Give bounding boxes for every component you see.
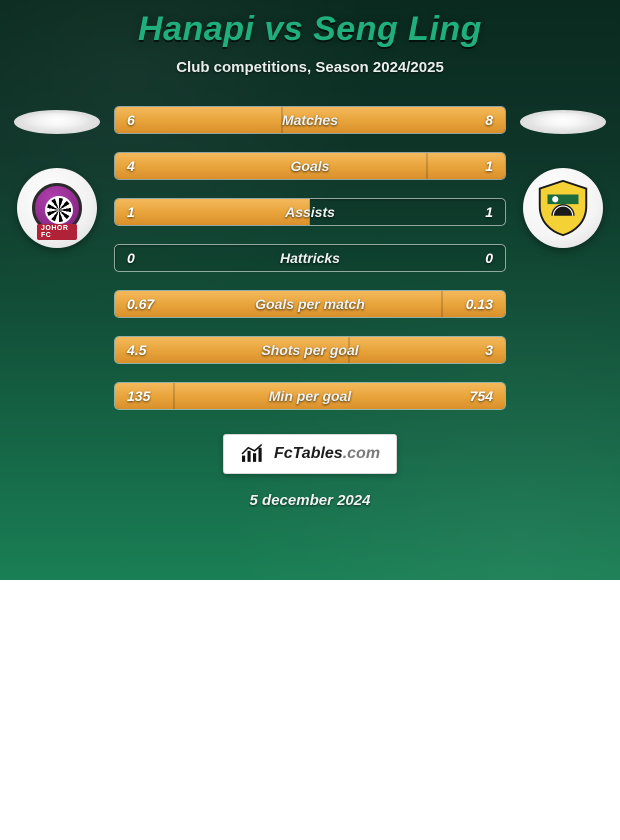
title: Hanapi vs Seng Ling <box>138 10 482 49</box>
stat-fill-left <box>115 199 310 225</box>
stat-value-left: 0.67 <box>127 296 154 312</box>
stat-value-right: 1 <box>485 158 493 174</box>
comparison-card: Hanapi vs Seng Ling Club competitions, S… <box>0 0 620 580</box>
left-column: JOHOR FC <box>12 104 102 248</box>
stat-value-left: 4 <box>127 158 135 174</box>
brand-name: FcTables <box>274 445 343 462</box>
stat-fill-right <box>349 337 505 363</box>
stat-label: Goals <box>291 158 330 174</box>
stat-value-left: 1 <box>127 204 135 220</box>
stat-value-left: 135 <box>127 388 150 404</box>
brand-text: FcTables.com <box>274 445 380 463</box>
stat-label: Hattricks <box>280 250 340 266</box>
stat-value-right: 0 <box>485 250 493 266</box>
stat-row: 6 8 Matches <box>114 106 506 134</box>
stat-value-left: 4.5 <box>127 342 146 358</box>
right-column <box>518 104 608 248</box>
brand-suffix: .com <box>343 445 380 462</box>
stat-row: 135 754 Min per goal <box>114 382 506 410</box>
stat-value-right: 8 <box>485 112 493 128</box>
stat-fill-left <box>115 245 116 271</box>
content-row: JOHOR FC 6 8 Matches 4 1 Goals 1 1 Assists 0 0 Hatt… <box>12 104 608 410</box>
team-logo-left: JOHOR FC <box>17 168 97 248</box>
stat-label: Matches <box>282 112 338 128</box>
stat-value-left: 0 <box>127 250 135 266</box>
team-logo-left-tag: JOHOR FC <box>37 224 77 240</box>
team-logo-right <box>523 168 603 248</box>
subtitle: Club competitions, Season 2024/2025 <box>176 59 444 76</box>
stat-row: 0 0 Hattricks <box>114 244 506 272</box>
stat-label: Goals per match <box>255 296 365 312</box>
stat-fill-left <box>115 107 282 133</box>
stat-fill-right <box>427 153 505 179</box>
stat-row: 4.5 3 Shots per goal <box>114 336 506 364</box>
team-logo-right-svg <box>532 177 594 239</box>
stat-value-right: 754 <box>470 388 493 404</box>
stat-row: 4 1 Goals <box>114 152 506 180</box>
stat-value-right: 0.13 <box>466 296 493 312</box>
stat-row: 0.67 0.13 Goals per match <box>114 290 506 318</box>
player-photo-left <box>14 110 100 134</box>
brand-badge[interactable]: FcTables.com <box>223 434 397 474</box>
stat-bars: 6 8 Matches 4 1 Goals 1 1 Assists 0 0 Hattricks 0.67… <box>114 104 506 410</box>
player-photo-right <box>520 110 606 134</box>
stat-value-right: 1 <box>485 204 493 220</box>
chart-icon <box>240 443 266 465</box>
stat-label: Assists <box>285 204 335 220</box>
stat-value-left: 6 <box>127 112 135 128</box>
stat-label: Shots per goal <box>261 342 358 358</box>
date: 5 december 2024 <box>250 492 371 509</box>
stat-label: Min per goal <box>269 388 351 404</box>
stat-row: 1 1 Assists <box>114 198 506 226</box>
stat-value-right: 3 <box>485 342 493 358</box>
stat-fill-left <box>115 153 427 179</box>
